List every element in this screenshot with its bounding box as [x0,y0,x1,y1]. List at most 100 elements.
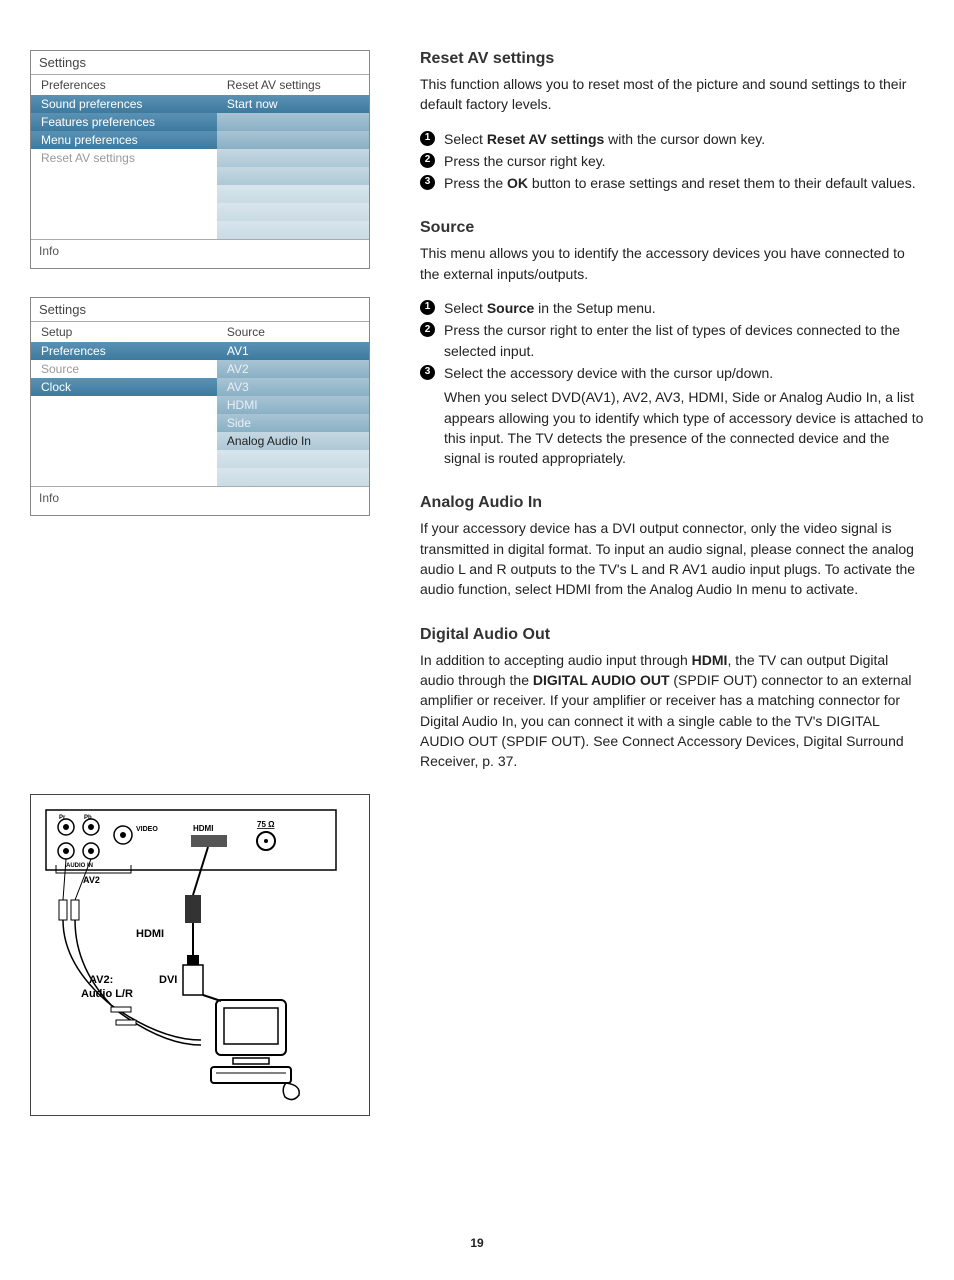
menu-item [31,414,217,432]
menu-item: AV3 [217,378,369,396]
menu-item: AV2 [217,360,369,378]
menu-item: Sound preferences [31,95,217,113]
hdmi-cable-label: HDMI [136,928,164,940]
step-text: Press the cursor right to enter the list… [444,322,900,358]
menu-item [217,221,369,239]
source-steps: 1 Select Source in the Setup menu. 2 Press … [420,298,924,383]
menu-item: Analog Audio In [217,432,369,450]
menu-item: Source [31,360,217,378]
section-digital-audio: Digital Audio Out In addition to accepti… [420,626,924,772]
menu-item: Side [217,414,369,432]
settings-menu-source: Settings Setup PreferencesSourceClock So… [30,297,370,516]
step-number-icon: 1 [420,300,435,315]
section-title: Source [420,219,924,237]
step-text: Press the cursor right key. [444,153,606,169]
step-item: 2 Press the cursor right to enter the lis… [420,320,924,361]
menu-item [217,149,369,167]
menu-item [31,167,217,185]
menu-item: AV1 [217,342,369,360]
svg-text:Pb: Pb [84,815,92,821]
menu-left-header: Setup [31,322,217,342]
step-number-icon: 2 [420,153,435,168]
svg-text:Audio L/R: Audio L/R [81,988,133,1000]
menu-item: Features preferences [31,113,217,131]
section-analog-audio: Analog Audio In If your accessory device… [420,494,924,599]
step-item: 1 Select Reset AV settings with the curso… [420,129,924,149]
menu-title: Settings [31,51,369,75]
menu-item: Menu preferences [31,131,217,149]
step-text: Select Reset AV settings with the cursor… [444,131,765,147]
section-intro: This menu allows you to identify the acc… [420,243,924,284]
section-reset-av: Reset AV settings This function allows y… [420,50,924,193]
menu-item [217,167,369,185]
menu-item: HDMI [217,396,369,414]
menu-right-rows: Start now [217,95,369,239]
step-item: 3 Press the OK button to erase settings a… [420,173,924,193]
dvi-label: DVI [159,974,177,986]
menu-columns: Preferences Sound preferencesFeatures pr… [31,75,369,239]
step-number-icon: 2 [420,322,435,337]
menu-item [31,221,217,239]
menu-left-rows: PreferencesSourceClock [31,342,217,486]
step-number-icon: 1 [420,131,435,146]
step-item: 3 Select the accessory device with the cu… [420,363,924,383]
menu-item [217,468,369,486]
menu-item [217,450,369,468]
right-column: Reset AV settings This function allows y… [420,50,924,1116]
menu-info: Info [31,239,369,268]
menu-left-col: Setup PreferencesSourceClock [31,322,217,486]
manual-page: Settings Preferences Sound preferencesFe… [30,50,924,1116]
connection-diagram: VIDEO PrPb HDMI 75 Ω AV2 AUDIO IN HDMI [30,794,370,1116]
menu-info: Info [31,486,369,515]
section-body: In addition to accepting audio input thr… [420,650,924,772]
menu-right-rows: AV1AV2AV3HDMISideAnalog Audio In [217,342,369,486]
menu-item: Reset AV settings [31,149,217,167]
section-title: Reset AV settings [420,50,924,68]
menu-item [31,185,217,203]
menu-item [31,468,217,486]
section-title: Analog Audio In [420,494,924,512]
menu-item [217,203,369,221]
menu-right-col: Source AV1AV2AV3HDMISideAnalog Audio In [217,322,369,486]
step-number-icon: 3 [420,365,435,380]
step-text: Press the OK button to erase settings an… [444,175,916,191]
ohm-label: 75 Ω [257,820,275,829]
menu-columns: Setup PreferencesSourceClock Source AV1A… [31,322,369,486]
section-title: Digital Audio Out [420,626,924,644]
menu-item [31,450,217,468]
menu-item [217,113,369,131]
hdmi-port-label: HDMI [193,824,213,833]
step-item: 2 Press the cursor right key. [420,151,924,171]
av2-label: AV2 [83,875,100,885]
menu-item: Preferences [31,342,217,360]
svg-text:Pr: Pr [59,815,66,821]
settings-menu-reset: Settings Preferences Sound preferencesFe… [30,50,370,269]
section-source: Source This menu allows you to identify … [420,219,924,468]
menu-item [31,396,217,414]
video-label: VIDEO [136,826,158,833]
page-number: 19 [30,1236,924,1250]
menu-item: Start now [217,95,369,113]
menu-right-col: Reset AV settings Start now [217,75,369,239]
step-number-icon: 3 [420,175,435,190]
menu-item [217,185,369,203]
menu-left-header: Preferences [31,75,217,95]
section-intro: This function allows you to reset most o… [420,74,924,115]
step-item: 1 Select Source in the Setup menu. [420,298,924,318]
menu-left-col: Preferences Sound preferencesFeatures pr… [31,75,217,239]
menu-item [217,131,369,149]
menu-left-rows: Sound preferencesFeatures preferencesMen… [31,95,217,239]
menu-item [31,203,217,221]
section-body: If your accessory device has a DVI outpu… [420,518,924,599]
source-after-text: When you select DVD(AV1), AV2, AV3, HDMI… [420,387,924,468]
step-text: Select the accessory device with the cur… [444,365,773,381]
av2-audio-label: AV2: [89,974,113,986]
menu-right-header: Source [217,322,369,342]
menu-title: Settings [31,298,369,322]
step-text: Select Source in the Setup menu. [444,300,656,316]
menu-item [31,432,217,450]
menu-right-header: Reset AV settings [217,75,369,95]
reset-steps: 1 Select Reset AV settings with the curso… [420,129,924,194]
menu-item: Clock [31,378,217,396]
left-column: Settings Preferences Sound preferencesFe… [30,50,370,1116]
